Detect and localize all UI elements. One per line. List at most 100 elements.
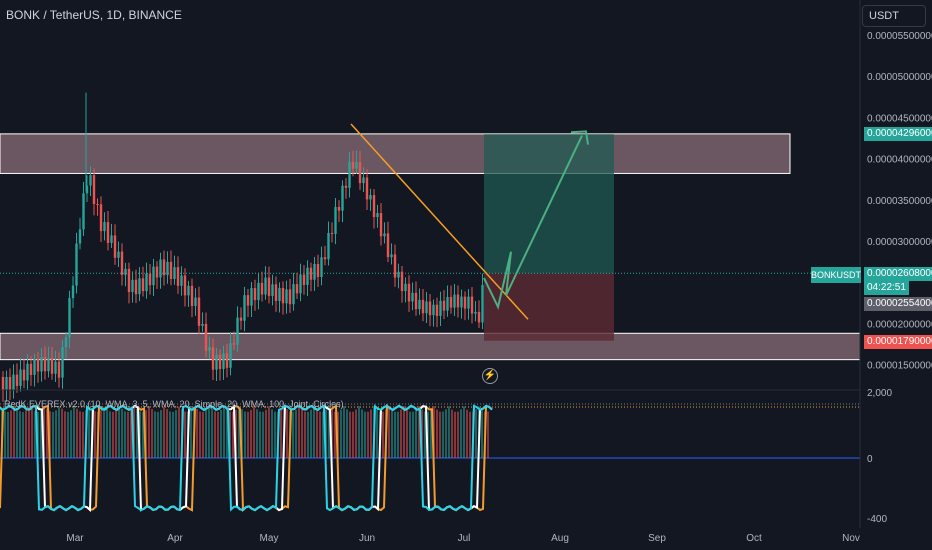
time-tick-label: Sep [648,533,666,544]
candle-body [211,347,215,370]
candle-body [194,297,197,306]
candle-body [12,374,15,390]
candle-body [103,222,106,232]
candle-body [29,363,33,375]
candle-body [344,185,348,188]
candle-body [197,297,201,326]
price-tick-label: 0.00002000000 [867,319,932,330]
candle-body [50,358,54,374]
symbol-title[interactable]: BONK / TetherUS, 1D, BINANCE [6,8,182,22]
countdown-tag: 04:22:51 [864,281,909,295]
candle-body [400,271,404,292]
time-tick-label: Mar [66,533,84,544]
time-tick-label: May [260,533,279,544]
candle-body [124,268,127,275]
symbol-price-label: BONKUSDT [811,267,861,283]
candle-body [302,274,306,285]
currency-selector[interactable]: USDT [862,5,926,27]
candle-body [435,304,439,316]
candle-body [201,323,204,326]
candle-body [477,311,481,323]
candle-body [253,288,257,301]
lightning-icon[interactable]: ⚡ [482,368,498,384]
candle-body [393,254,397,278]
candle-body [82,193,85,230]
candle-body [43,357,47,372]
indicator-tick-label: -400 [867,514,887,525]
candle-body [407,283,411,302]
candle-body [411,292,414,302]
candle-body [467,296,470,309]
candle-body [78,229,82,244]
candle-body [22,369,26,381]
oscillator-cyan [0,404,493,512]
indicator-pane [0,403,860,513]
candle-body [320,257,323,278]
price-tick-label: 0.00001500000 [867,361,932,372]
candle-body [36,359,40,372]
candle-body [64,337,68,348]
candle-body [418,299,421,310]
candle-body [292,284,295,305]
candle-body [99,204,103,232]
candle-body [8,376,12,390]
candle-body [215,354,218,370]
candle-body [390,254,393,258]
candle-body [166,261,169,276]
candle-body [474,311,477,314]
candle-body [169,261,173,279]
candle-body [404,283,407,292]
price-tick-label: 0.00004000000 [867,155,932,166]
candle-body [110,235,113,243]
candle-body [428,301,432,316]
candle-body [285,289,288,304]
indicator-title[interactable]: RedK EVEREX v2.0 (10, WMA, 3, 5, WMA, 20… [4,399,344,409]
candle-body [120,251,124,275]
candle-body [57,361,61,378]
candle-body [131,279,134,293]
candle-body [127,268,131,293]
candle-body [351,161,355,169]
candle-body [208,347,211,351]
candle-body [218,354,222,369]
trendline [350,123,529,320]
candle-body [190,285,194,306]
candle-body [313,263,316,280]
candle-body [113,235,117,258]
price-tick-label: 0.00004500000 [867,113,932,124]
candle-body [383,233,386,237]
candle-body [341,185,344,211]
indicator-tick-label: 2,000 [867,388,892,399]
candle-body [278,287,281,302]
candle-body [141,278,145,292]
target-price-tag: 0.00004296000 [864,127,932,141]
candle-body [71,285,75,299]
candle-body [257,282,260,301]
candle-body [162,259,166,276]
candle-body [145,273,148,292]
candle-body [330,232,334,234]
candle-body [421,299,425,314]
candle-body [271,284,274,296]
candle-body [96,204,99,206]
candle-body [281,287,285,304]
candle-body [229,343,232,368]
candle-body [267,277,271,296]
candle-body [481,284,484,323]
candle-body [148,273,152,286]
candle-body [75,243,78,286]
candle-body [180,275,183,286]
candle-body [372,195,376,218]
candle-body [232,343,236,345]
time-tick-label: Nov [842,533,860,544]
candle-body [47,358,50,372]
candle-body [439,300,442,316]
candle-body [299,274,302,294]
candle-body [470,296,474,314]
candle-body [246,295,250,306]
candle-body [355,162,358,169]
candle-body [446,296,449,311]
candle-body [152,266,155,286]
candle-body [1,376,5,391]
